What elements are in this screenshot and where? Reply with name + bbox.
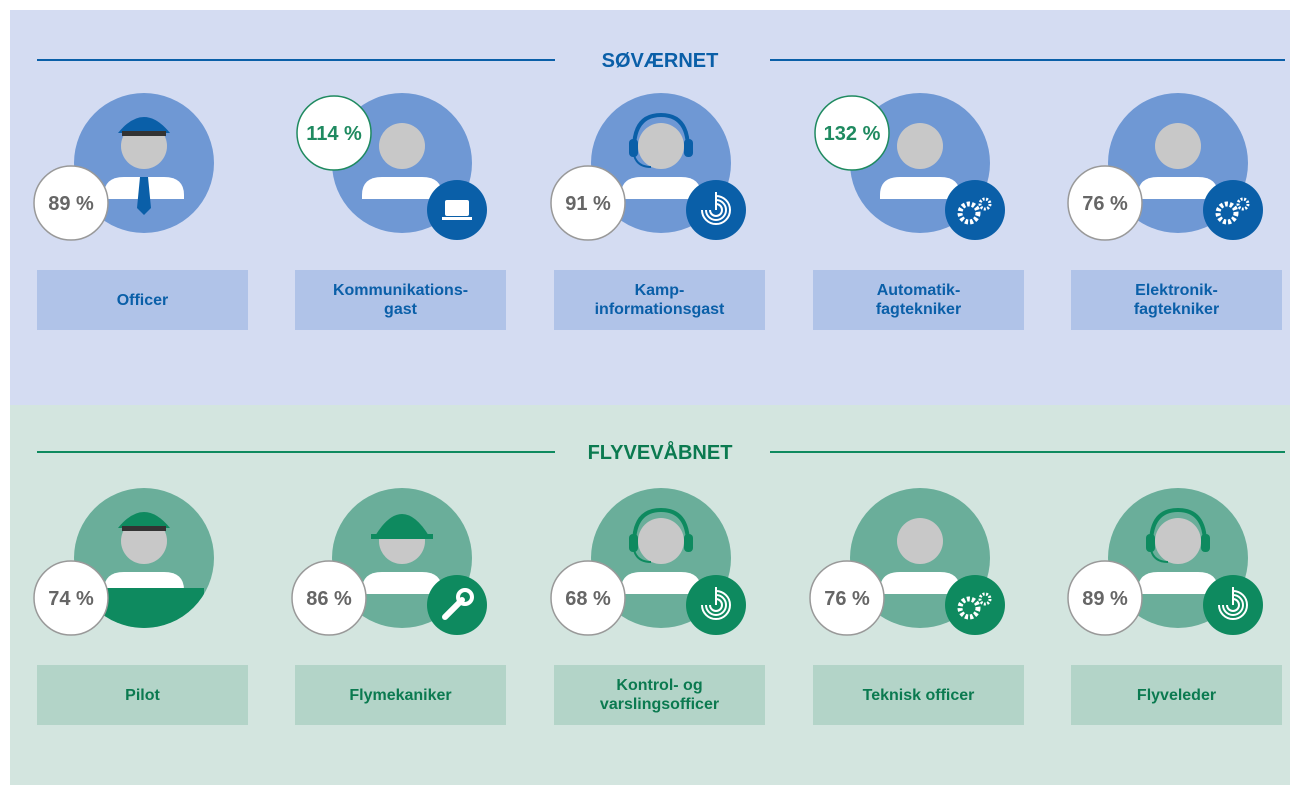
percent-value: 132 % — [824, 123, 881, 145]
percent-value: 91 % — [565, 193, 611, 215]
percent-bubble — [33, 560, 109, 636]
laptop — [445, 200, 469, 216]
role-label: Automatik- fagtekniker — [813, 270, 1024, 330]
percent-value: 86 % — [306, 588, 352, 610]
person — [621, 507, 701, 594]
earcup — [684, 534, 693, 552]
radar-arc — [1222, 594, 1244, 616]
earcup — [629, 534, 638, 552]
person — [104, 117, 184, 215]
role-label: Kontrol- og varslingsofficer — [554, 665, 765, 725]
person — [880, 123, 960, 199]
role-label: Flymekaniker — [295, 665, 506, 725]
percent-bubble — [550, 165, 626, 241]
shoulders — [1138, 572, 1218, 594]
tie — [137, 177, 151, 215]
percent-value: 89 % — [1082, 588, 1128, 610]
radar-arc — [705, 199, 727, 221]
headset — [1149, 507, 1207, 545]
earcup — [1201, 534, 1210, 552]
percent-bubble — [1067, 165, 1143, 241]
percent-value: 74 % — [48, 588, 94, 610]
role-label: Kamp- informationsgast — [554, 270, 765, 330]
gear — [957, 201, 981, 225]
shoulders — [621, 572, 701, 594]
shoulders — [621, 177, 701, 199]
radar-arc — [701, 590, 731, 620]
mic — [633, 549, 652, 563]
helmet — [375, 514, 429, 536]
cap — [118, 117, 170, 133]
headset — [632, 507, 690, 545]
headset — [632, 112, 690, 150]
mic — [1150, 549, 1169, 563]
percent-bubble — [809, 560, 885, 636]
head — [1155, 123, 1201, 169]
role-label: Officer — [37, 270, 248, 330]
percent-value: 89 % — [48, 193, 94, 215]
head — [1155, 518, 1201, 564]
role-label: Elektronik- fagtekniker — [1071, 270, 1282, 330]
percent-bubble — [291, 560, 367, 636]
helmet-brim — [371, 534, 433, 539]
earcup — [1146, 534, 1155, 552]
radar-arc — [701, 195, 731, 225]
radar-arc — [1218, 590, 1248, 620]
gear — [1215, 201, 1239, 225]
earcup — [684, 139, 693, 157]
person — [1138, 507, 1218, 594]
head — [638, 123, 684, 169]
role-label: Pilot — [37, 665, 248, 725]
percent-bubble — [296, 95, 372, 171]
gear — [978, 592, 992, 606]
percent-value: 76 % — [824, 588, 870, 610]
head — [379, 123, 425, 169]
head — [897, 518, 943, 564]
person — [362, 123, 442, 199]
percent-value: 68 % — [565, 588, 611, 610]
shoulders — [362, 572, 442, 594]
role-label: Teknisk officer — [813, 665, 1024, 725]
earcup — [629, 139, 638, 157]
radar-arc — [705, 594, 727, 616]
section-title: FLYVEVÅBNET — [588, 440, 733, 464]
radar-arc — [709, 598, 723, 612]
percent-bubble — [550, 560, 626, 636]
percent-bubble — [814, 95, 890, 171]
gear — [957, 596, 981, 620]
cap-brim — [122, 131, 166, 136]
shoulders — [880, 177, 960, 199]
mic — [633, 154, 652, 168]
role-label: Flyveleder — [1071, 665, 1282, 725]
laptop-base — [442, 217, 472, 220]
section-title: SØVÆRNET — [602, 50, 719, 72]
percent-value: 76 % — [1082, 193, 1128, 215]
head — [897, 123, 943, 169]
person — [621, 112, 701, 199]
shoulders — [880, 572, 960, 594]
person — [362, 514, 442, 594]
shoulders — [362, 177, 442, 199]
head — [638, 518, 684, 564]
gear — [978, 197, 992, 211]
radar-arc — [1226, 598, 1240, 612]
cap-brim — [122, 526, 166, 531]
cap — [118, 512, 170, 528]
gear — [1236, 197, 1250, 211]
person — [1138, 123, 1218, 199]
role-label: Kommunikations- gast — [295, 270, 506, 330]
percent-bubble — [33, 165, 109, 241]
shoulders — [1138, 177, 1218, 199]
person — [880, 518, 960, 594]
radar-arc — [709, 203, 723, 217]
percent-bubble — [1067, 560, 1143, 636]
percent-value: 114 % — [306, 123, 362, 145]
wrench-head — [456, 588, 474, 606]
